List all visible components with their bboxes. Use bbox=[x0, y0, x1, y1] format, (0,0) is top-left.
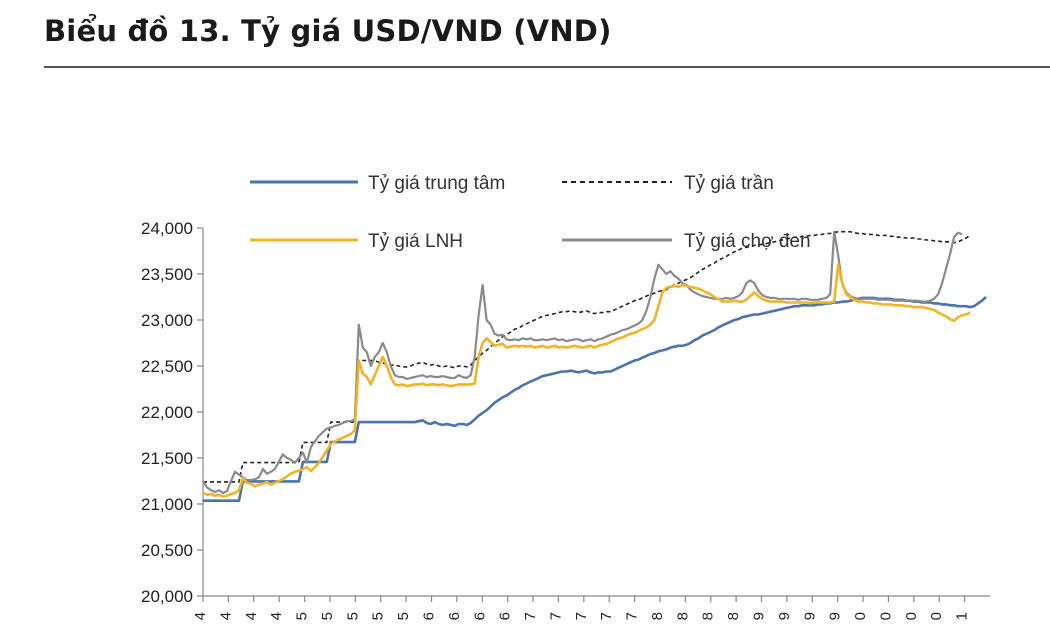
x-tick-label: 7 bbox=[573, 612, 590, 620]
title-divider bbox=[44, 66, 1050, 68]
y-tick-label: 20,000 bbox=[141, 587, 193, 606]
x-tick-label: 7 bbox=[598, 612, 615, 620]
x-tick-label: 8 bbox=[725, 612, 742, 620]
x-tick-label: 9 bbox=[827, 612, 844, 620]
x-tick-label: 6 bbox=[420, 612, 437, 620]
y-tick-label: 20,500 bbox=[141, 541, 193, 560]
y-tick-label: 21,500 bbox=[141, 449, 193, 468]
x-tick-label: 7 bbox=[624, 612, 641, 620]
x-tick-label: 7 bbox=[547, 612, 564, 620]
x-tick-label: 1 bbox=[954, 612, 971, 620]
legend-label-3: Tỷ giá chợ đen bbox=[684, 231, 811, 252]
legend-label-0: Tỷ giá trung tâm bbox=[368, 173, 505, 194]
x-tick-label: 0 bbox=[852, 612, 869, 620]
x-tick-label: 5 bbox=[319, 612, 336, 620]
x-tick-label: 6 bbox=[471, 612, 488, 620]
x-tick-label: 8 bbox=[700, 612, 717, 620]
x-tick-label: 7 bbox=[522, 612, 539, 620]
legend-label-2: Tỷ giá LNH bbox=[368, 231, 463, 252]
x-tick-label: 9 bbox=[801, 612, 818, 620]
x-tick-label: 0 bbox=[903, 612, 920, 620]
series-line-3 bbox=[202, 230, 963, 495]
chart-legend: Tỷ giá trung tâm Tỷ giá trần Tỷ giá LNH Tỷ … bbox=[250, 173, 811, 252]
x-tick-label: 6 bbox=[497, 612, 514, 620]
x-tick-label: 0 bbox=[877, 612, 894, 620]
series-line-2 bbox=[202, 263, 971, 498]
chart-series bbox=[202, 230, 987, 503]
x-tick-label: 5 bbox=[294, 612, 311, 620]
x-tick-label: 8 bbox=[649, 612, 666, 620]
series-line-0 bbox=[203, 296, 987, 503]
x-tick-label: 4 bbox=[268, 612, 285, 620]
y-tick-label: 21,000 bbox=[141, 495, 193, 514]
x-tick-label: 6 bbox=[446, 612, 463, 620]
x-tick-label: 8 bbox=[674, 612, 691, 620]
x-tick-label: 0 bbox=[928, 612, 945, 620]
legend-label-1: Tỷ giá trần bbox=[684, 173, 774, 194]
y-tick-label: 23,500 bbox=[141, 265, 193, 284]
x-tick-label: 9 bbox=[776, 612, 793, 620]
series-line-1 bbox=[203, 230, 971, 483]
chart-axes: 20,000 20,500 21,000 21,500 22,000 22,500 23,0… bbox=[141, 219, 990, 620]
x-tick-label: 5 bbox=[344, 612, 361, 620]
y-tick-label: 24,000 bbox=[141, 219, 193, 238]
x-tick-label: 9 bbox=[751, 612, 768, 620]
x-tick-label: 4 bbox=[243, 612, 260, 620]
x-tick-label: 4 bbox=[217, 612, 234, 620]
x-tick-label: 5 bbox=[370, 612, 387, 620]
y-tick-label: 23,000 bbox=[141, 311, 193, 330]
y-tick-label: 22,500 bbox=[141, 357, 193, 376]
y-tick-label: 22,000 bbox=[141, 403, 193, 422]
x-tick-label: 4 bbox=[192, 612, 209, 620]
page-title: Biểu đồ 13. Tỷ giá USD/VND (VND) bbox=[44, 14, 612, 48]
x-tick-label: 5 bbox=[395, 612, 412, 620]
